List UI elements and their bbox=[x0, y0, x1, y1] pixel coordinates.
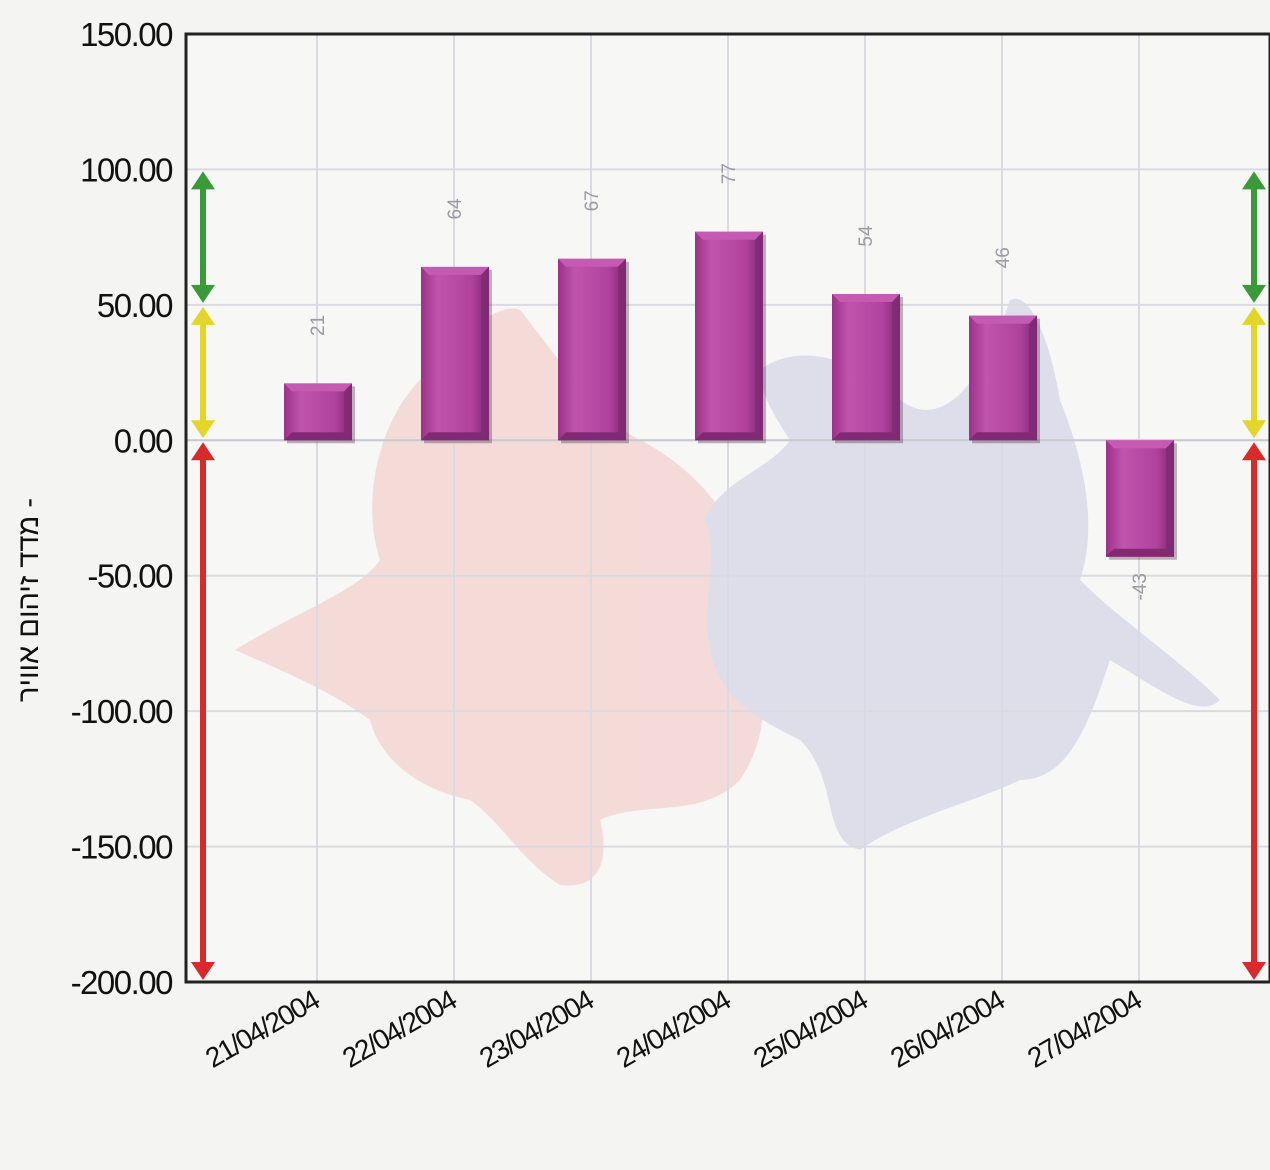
bar: 46 bbox=[969, 247, 1040, 444]
y-tick-label: 150.00 bbox=[80, 16, 173, 53]
bar-bevel-side bbox=[1029, 315, 1037, 441]
bar: 21 bbox=[284, 315, 355, 444]
x-tick-label: 24/04/2004 bbox=[611, 984, 736, 1074]
bar-data-label: 21 bbox=[308, 315, 329, 336]
y-axis-ticks: 150.00 100.00 50.00 0.00 -50.00 -100.00 -150.0… bbox=[71, 16, 175, 1001]
range-band-arrow bbox=[1242, 171, 1266, 303]
bar-data-label: 64 bbox=[445, 198, 466, 220]
bar-body bbox=[1106, 440, 1174, 557]
plot-frame bbox=[184, 32, 1270, 984]
range-band-head-top bbox=[1242, 171, 1266, 190]
bar-bevel-top bbox=[832, 294, 900, 303]
bar: -43 bbox=[1106, 440, 1177, 600]
bar: 67 bbox=[558, 190, 629, 444]
bar-bevel-side bbox=[755, 231, 763, 441]
bar-bevel-top bbox=[695, 231, 763, 240]
bar-bevel-bottom bbox=[421, 432, 489, 441]
range-band-head-bottom bbox=[191, 420, 215, 439]
y-tick-label: -150.00 bbox=[71, 829, 174, 866]
bar-bevel-bottom bbox=[695, 432, 763, 441]
bar-data-label: 67 bbox=[582, 190, 603, 211]
range-band-head-bottom bbox=[1242, 420, 1266, 439]
bar-bevel-bottom bbox=[1106, 548, 1174, 557]
y-tick-label: 0.00 bbox=[114, 422, 173, 459]
x-tick-label: 25/04/2004 bbox=[748, 984, 873, 1074]
bar-data-label: 54 bbox=[856, 225, 877, 247]
range-band-head-top bbox=[1242, 306, 1266, 325]
bar: 54 bbox=[832, 225, 903, 444]
bar-bevel-top bbox=[969, 315, 1037, 324]
bar-bevel-side bbox=[1166, 440, 1174, 557]
bar-bevel-bottom bbox=[832, 432, 900, 441]
bars: 21 64 67 77 54 46 -43 bbox=[284, 163, 1177, 600]
range-band-head-bottom bbox=[1242, 962, 1266, 980]
x-tick-label: 22/04/2004 bbox=[337, 984, 462, 1074]
range-band-head-top bbox=[1242, 442, 1266, 461]
y-tick-label: -200.00 bbox=[71, 964, 174, 1001]
bar-bevel-top bbox=[421, 266, 489, 275]
bar-body bbox=[558, 258, 626, 441]
bar-bevel-side bbox=[618, 258, 626, 441]
bar-bevel-side bbox=[481, 266, 489, 441]
bar-bevel-bottom bbox=[284, 432, 352, 441]
x-tick-label: 26/04/2004 bbox=[885, 984, 1010, 1074]
y-tick-label: 50.00 bbox=[97, 287, 173, 324]
bar-body bbox=[284, 383, 352, 441]
bar-bevel-top bbox=[558, 258, 626, 267]
y-axis-label: מדד זיהום אוויר - bbox=[13, 498, 45, 702]
x-tick-label: 27/04/2004 bbox=[1022, 984, 1147, 1074]
range-band-head-bottom bbox=[191, 284, 215, 303]
bar-bevel-bottom bbox=[558, 432, 626, 441]
y-tick-label: 100.00 bbox=[80, 151, 173, 188]
bar-body bbox=[695, 231, 763, 441]
y-tick-label: -50.00 bbox=[87, 558, 173, 595]
bar-data-label: 46 bbox=[993, 247, 1014, 268]
bar-body bbox=[969, 315, 1037, 441]
bar-body bbox=[832, 294, 900, 441]
x-axis-ticks: 21/04/2004 22/04/2004 23/04/2004 24/04/2004… bbox=[200, 984, 1147, 1074]
x-tick-label: 21/04/2004 bbox=[200, 984, 325, 1074]
bar-bevel-top bbox=[284, 383, 352, 392]
range-band-head-top bbox=[191, 171, 215, 190]
bar-body bbox=[421, 266, 489, 441]
range-band-arrow bbox=[1242, 306, 1266, 439]
bar-data-label: -43 bbox=[1130, 573, 1151, 600]
bar-bevel-bottom bbox=[969, 432, 1037, 441]
bar: 77 bbox=[695, 163, 766, 444]
bar-bevel-side bbox=[892, 294, 900, 441]
range-band-head-bottom bbox=[1242, 284, 1266, 303]
bar-data-label: 77 bbox=[719, 163, 740, 184]
bar-bevel-side bbox=[344, 383, 352, 441]
range-band-head-top bbox=[191, 442, 215, 461]
range-band-arrow bbox=[191, 442, 215, 980]
y-tick-label: -100.00 bbox=[71, 693, 174, 730]
range-bands bbox=[191, 171, 1266, 980]
x-tick-label: 23/04/2004 bbox=[474, 984, 599, 1074]
range-band-arrow bbox=[191, 306, 215, 439]
range-band-arrow bbox=[191, 171, 215, 303]
range-band-head-top bbox=[191, 306, 215, 325]
bar-bevel-top bbox=[1106, 440, 1174, 449]
red-leaf-watermark bbox=[235, 308, 764, 886]
range-band-head-bottom bbox=[191, 962, 215, 980]
bar: 64 bbox=[421, 198, 492, 444]
range-band-arrow bbox=[1242, 442, 1266, 980]
